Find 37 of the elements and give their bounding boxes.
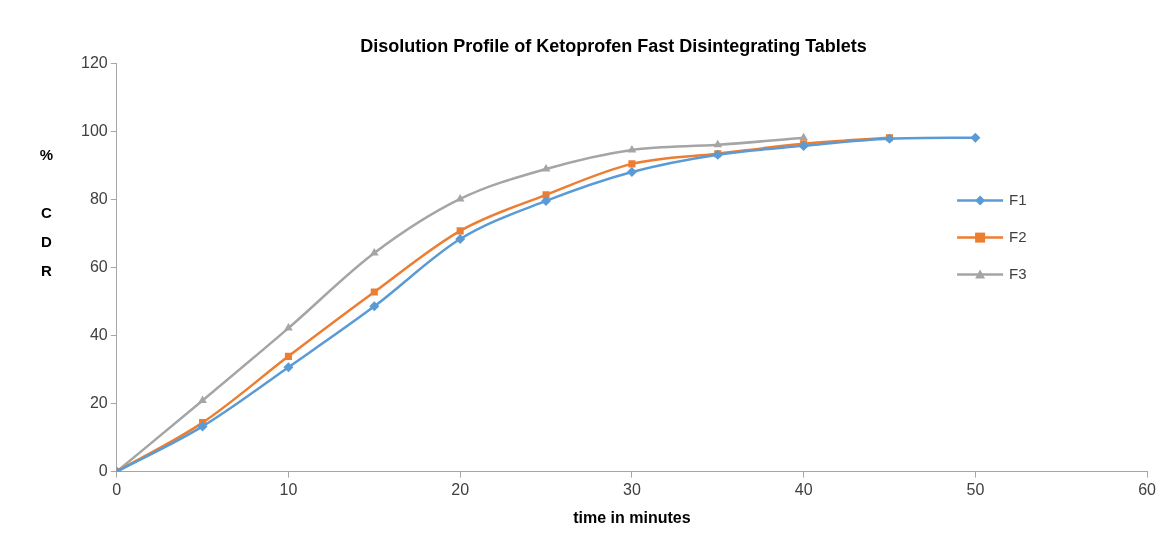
y-tick-label: 100 [80, 122, 108, 140]
x-tick-label: 0 [112, 480, 122, 498]
x-tick-label: 10 [279, 480, 298, 498]
point [284, 352, 292, 360]
point [628, 160, 636, 168]
legend-label: F2 [1009, 227, 1027, 245]
x-tick-label: 30 [623, 480, 641, 498]
point [970, 132, 981, 143]
x-tick-label: 20 [451, 480, 470, 498]
x-tick-label: 50 [966, 480, 985, 498]
x-tick-label: 60 [1138, 480, 1157, 498]
y-axis-title: % CDR [37, 145, 56, 291]
point [626, 167, 637, 178]
point [541, 195, 552, 206]
legend-label: F3 [1009, 264, 1027, 282]
point [456, 227, 464, 235]
point [370, 288, 378, 296]
point [197, 421, 208, 432]
point [455, 234, 466, 245]
point [284, 323, 293, 331]
point [198, 395, 207, 404]
x-tick-label: 40 [794, 480, 813, 498]
point [369, 301, 380, 312]
y-tick-label: 80 [89, 190, 108, 208]
y-tick-label: 60 [89, 258, 108, 276]
point [713, 139, 723, 148]
y-tick-label: 0 [98, 462, 108, 480]
chart-title: Disolution Profile of Ketoprofen Fast Disintegrating Tablets [360, 35, 867, 56]
legend-label: F1 [1009, 190, 1027, 208]
y-tick-label: 120 [80, 54, 108, 72]
y-tick-label: 40 [89, 326, 108, 344]
point [627, 144, 637, 153]
y-tick-label: 20 [89, 394, 108, 412]
point [541, 164, 551, 172]
point [283, 362, 294, 373]
point [799, 132, 808, 141]
x-axis-title: time in minutes [573, 508, 691, 526]
